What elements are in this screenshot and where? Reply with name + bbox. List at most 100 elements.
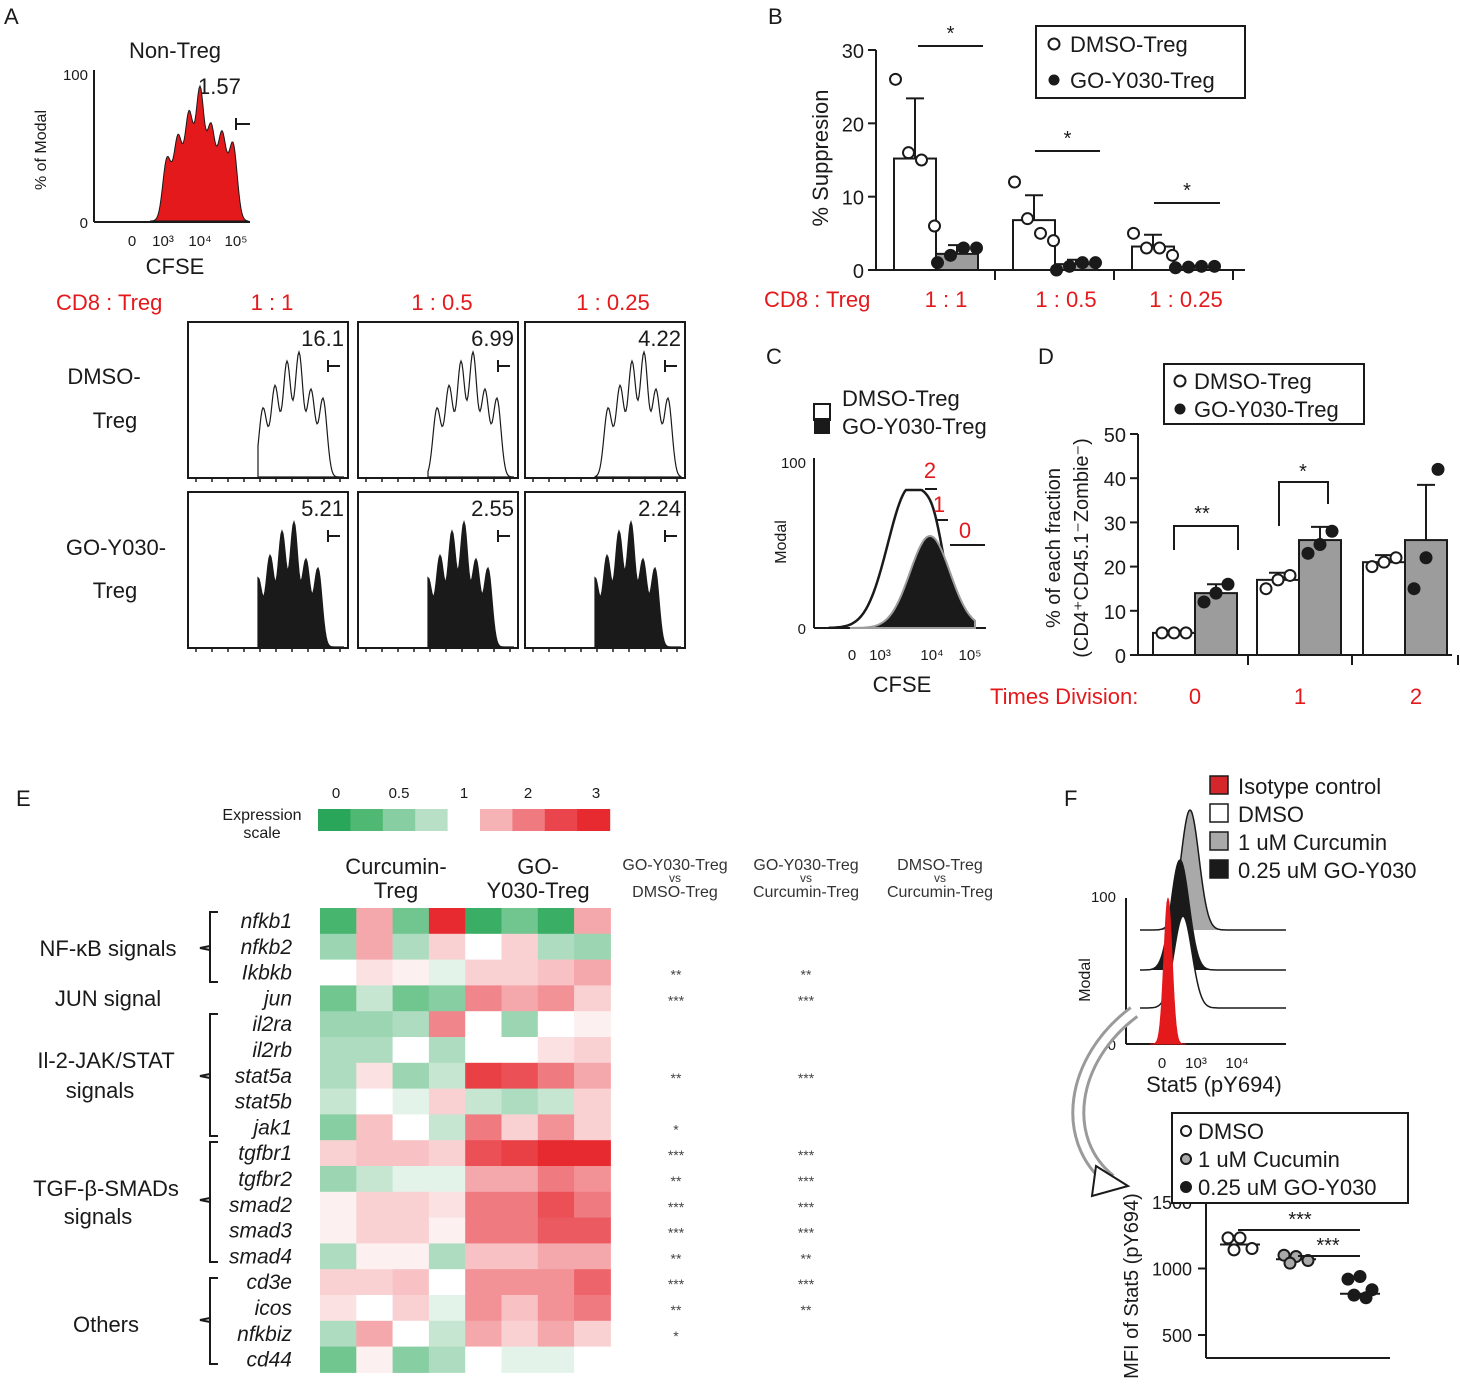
- stars-goy-cur-12: ***: [798, 1225, 815, 1241]
- panel-c-xtick-1: 10³: [869, 647, 891, 664]
- gene-label-tgfbr2: tgfbr2: [238, 1168, 292, 1191]
- heatmap-cell-5-5: [501, 1037, 539, 1064]
- panel-c: DMSO-Treg GO-Y030-Treg 100 0 Modal 0 10³ 10⁴ 10⁵…: [773, 386, 987, 697]
- heatmap-cell-13-6: [537, 1243, 575, 1270]
- panel-d-point: [1377, 555, 1391, 569]
- panel-f-scatter-ylabel: MFI of Stat5 (pY694): [1121, 1193, 1143, 1379]
- dmso-hist-1: 6.99: [357, 321, 519, 482]
- panel-b-point: [1169, 261, 1182, 275]
- heatmap-cell-10-6: [537, 1166, 575, 1193]
- nontreg-gate-value: 1.57: [198, 74, 241, 99]
- panel-b-point: [957, 241, 970, 255]
- heatmap-cell-4-6: [537, 1011, 575, 1038]
- heatmap-cell-2-6: [537, 959, 575, 986]
- panel-d-ylabel-1: % of each fraction: [1043, 468, 1065, 628]
- heatmap-cell-4-4: [465, 1011, 502, 1038]
- group-bracket-notch-2: [199, 1073, 211, 1079]
- nontreg-ytick-0: 0: [80, 215, 88, 232]
- goy-hist-2-value: 2.24: [638, 496, 681, 521]
- gene-label-cd3e: cd3e: [246, 1271, 292, 1294]
- panel-d-ytick-label: 50: [1104, 425, 1126, 447]
- panel-f-legend-1: DMSO: [1238, 802, 1304, 827]
- panel-b-point: [1195, 259, 1208, 273]
- heatmap-cell-11-3: [428, 1191, 466, 1219]
- panel-f-scatter-legend-2: 0.25 uM GO-Y030: [1198, 1175, 1377, 1200]
- heatmap-cell-1-3: [428, 933, 466, 961]
- row-goy-1: GO-Y030-: [66, 535, 166, 560]
- group-bracket-1: [209, 1013, 218, 1137]
- panel-b-point: [1034, 226, 1047, 240]
- panel-c-legend-marker-1: [814, 418, 830, 434]
- group-label-tgfb-2: signals: [64, 1204, 132, 1229]
- group-curcumin: Curcumin-Treg: [345, 854, 446, 903]
- group-bracket-2: [209, 1141, 218, 1263]
- gene-label-tgfbr1: tgfbr1: [238, 1142, 292, 1165]
- heatmap-cell-5-7: [574, 1037, 611, 1064]
- heatmap-cell-8-1: [356, 1114, 394, 1141]
- goy-hist-2: 2.24: [524, 491, 686, 652]
- heatmap-cell-7-5: [501, 1088, 539, 1115]
- comparison-header-1: GO-Y030-Treg vs Curcumin-Treg: [753, 857, 859, 901]
- heatmap-cell-5-1: [356, 1037, 394, 1064]
- heatmap-cell-2-1: [356, 959, 394, 986]
- heatmap-cell-15-7: [574, 1295, 611, 1322]
- panel-d-sig-1: *: [1299, 461, 1307, 483]
- heatmap-cell-16-3: [428, 1320, 466, 1348]
- panel-f-scatter-ytick-label: 1000: [1152, 1260, 1192, 1280]
- heatmap-cell-10-2: [392, 1166, 430, 1193]
- nontreg-xtick-3: 10⁵: [225, 233, 248, 250]
- ratio-0: 1 : 1: [251, 290, 294, 315]
- heatmap-cell-11-2: [392, 1191, 430, 1219]
- goy-hist-0-frame: [187, 491, 349, 649]
- heatmap-cell-10-3: [428, 1166, 466, 1193]
- heatmap-cell-5-0: [320, 1037, 357, 1064]
- heatmap-cell-10-0: [320, 1166, 357, 1193]
- panel-b-ytick-label: 0: [853, 261, 864, 283]
- panel-f-scatter-point: [1353, 1269, 1367, 1283]
- heatmap-cell-13-7: [574, 1243, 611, 1270]
- row-dmso-1: DMSO-: [67, 364, 140, 389]
- heatmap-cell-3-0: [320, 985, 357, 1012]
- panel-f-scatter-point: [1233, 1231, 1247, 1245]
- panel-b-bar-0-0: [893, 157, 937, 272]
- heatmap-cell-9-3: [428, 1140, 466, 1167]
- scale-tick-4: 3: [592, 785, 600, 802]
- gene-label-cd44: cd44: [246, 1349, 292, 1372]
- heatmap-cell-15-2: [392, 1295, 430, 1322]
- panel-c-legend-marker-0: [813, 403, 831, 421]
- panel-d-point: [1167, 626, 1181, 640]
- group-label-nfkb: NF-κB signals: [40, 936, 177, 961]
- heatmap-cell-14-4: [465, 1269, 502, 1296]
- heatmap-cell-7-6: [537, 1088, 575, 1115]
- heatmap-cell-5-3: [428, 1037, 466, 1064]
- scale-swatch-7: [544, 809, 578, 831]
- stars-goy-cur-15: **: [801, 1302, 812, 1318]
- panel-b-point: [944, 248, 957, 262]
- heatmap-cell-3-1: [356, 985, 394, 1012]
- panel-b-point: [1050, 263, 1063, 277]
- panel-d-category-0: 0: [1189, 684, 1201, 709]
- scale-swatch-5: [480, 809, 513, 831]
- heatmap-cell-12-6: [537, 1217, 575, 1244]
- dmso-hist-1-curve: [427, 349, 514, 478]
- heatmap-cell-14-1: [356, 1269, 394, 1296]
- heatmap-cell-9-0: [320, 1140, 357, 1167]
- heatmap-cell-4-0: [320, 1011, 357, 1038]
- group-bracket-3: [209, 1277, 218, 1365]
- panel-f-legend-0: Isotype control: [1238, 774, 1381, 799]
- heatmap-cell-6-6: [537, 1062, 575, 1090]
- heatmap-cell-0-5: [501, 908, 539, 935]
- stars-goy-dmso-14: ***: [668, 1276, 685, 1292]
- panel-f-xtick-1: 10³: [1185, 1055, 1207, 1072]
- panel-f-arrow-head: [1090, 1164, 1131, 1198]
- panel-label-f: F: [1064, 786, 1077, 811]
- dmso-hist-1-value: 6.99: [471, 326, 514, 351]
- panel-b-point: [915, 153, 928, 167]
- goy-hist-1-frame: [357, 491, 519, 649]
- heatmap-cell-10-4: [465, 1166, 502, 1193]
- heatmap-cell-17-1: [356, 1346, 394, 1373]
- dmso-hist-0-value: 16.1: [301, 326, 344, 351]
- panel-d-bar-0-2: [1362, 561, 1406, 656]
- panel-b-ylabel: % Suppresion: [808, 90, 833, 227]
- heatmap-cell-8-2: [392, 1114, 430, 1141]
